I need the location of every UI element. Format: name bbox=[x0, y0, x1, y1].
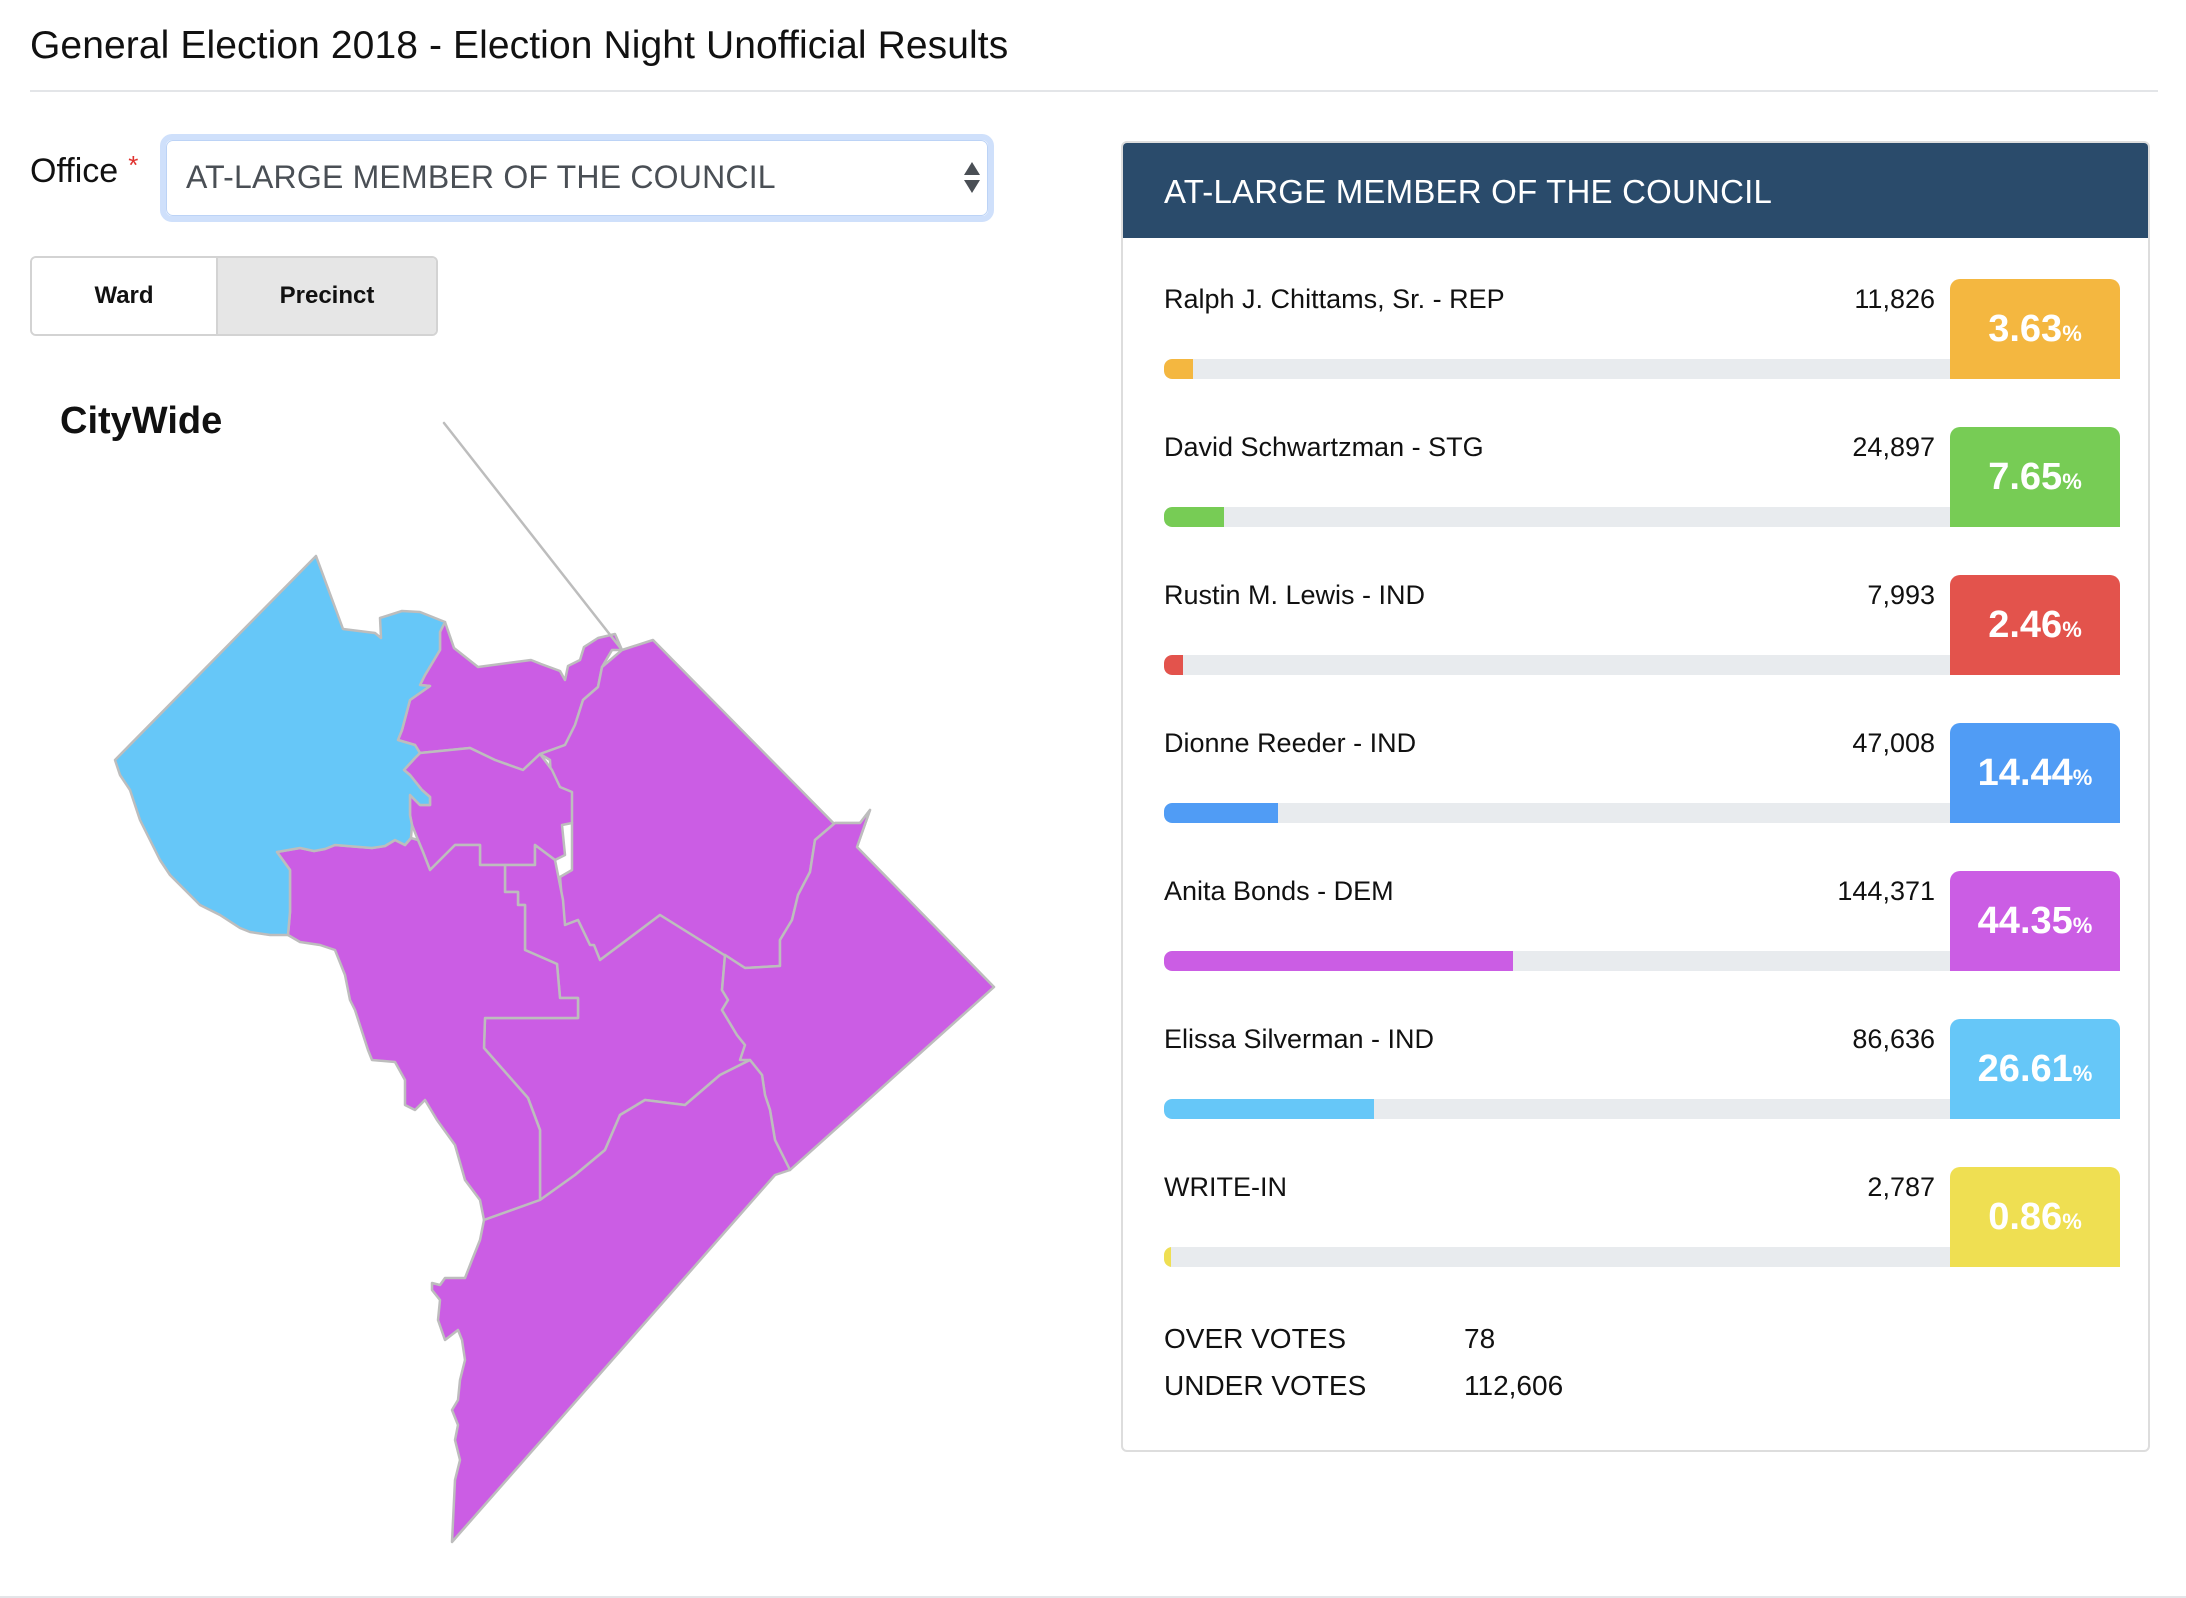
vote-share-bar-fill bbox=[1164, 803, 1278, 823]
results-panel-header: AT-LARGE MEMBER OF THE COUNCIL bbox=[1123, 143, 2148, 238]
percent-badge: 0.86% bbox=[1950, 1167, 2120, 1267]
percent-sign: % bbox=[2062, 617, 2082, 642]
candidate-row: Elissa Silverman - IND 86,636 26.61% bbox=[1164, 1019, 2124, 1119]
candidate-row: Rustin M. Lewis - IND 7,993 2.46% bbox=[1164, 575, 2124, 675]
title-divider bbox=[30, 90, 2158, 92]
candidate-name: Dionne Reeder - IND bbox=[1164, 728, 1417, 758]
select-updown-arrows-icon bbox=[964, 162, 980, 198]
candidate-row: Dionne Reeder - IND 47,008 14.44% bbox=[1164, 723, 2124, 823]
vote-share-bar-track bbox=[1164, 1099, 1952, 1119]
map-ward-1[interactable] bbox=[402, 746, 574, 872]
office-label-text: Office bbox=[30, 152, 119, 190]
candidate-row: Anita Bonds - DEM 144,371 44.35% bbox=[1164, 871, 2124, 971]
vote-share-bar-fill bbox=[1164, 1099, 1374, 1119]
percent-sign: % bbox=[2062, 321, 2082, 346]
vote-share-bar-track bbox=[1164, 655, 1952, 675]
office-select[interactable]: AT-LARGE MEMBER OF THE COUNCIL bbox=[160, 134, 994, 222]
arrow-up-icon bbox=[964, 162, 980, 175]
arrow-down-icon bbox=[964, 180, 980, 193]
percent-value: 0.86 bbox=[1988, 1195, 2063, 1238]
map-ward-3[interactable] bbox=[113, 554, 447, 937]
candidate-votes: 86,636 bbox=[1852, 1024, 1935, 1054]
percent-value: 44.35 bbox=[1977, 899, 2073, 942]
percent-badge: 2.46% bbox=[1950, 575, 2120, 675]
candidate-name: David Schwartzman - STG bbox=[1164, 432, 1484, 462]
percent-sign: % bbox=[2072, 1061, 2093, 1086]
percent-value: 2.46 bbox=[1988, 603, 2063, 646]
percent-value: 3.63 bbox=[1988, 307, 2063, 350]
percent-sign: % bbox=[2072, 765, 2093, 790]
over-votes-value: 78 bbox=[1464, 1323, 1496, 1354]
over-votes-label: OVER VOTES bbox=[1164, 1323, 1347, 1354]
percent-badge: 44.35% bbox=[1950, 871, 2120, 971]
vote-share-bar-fill bbox=[1164, 507, 1225, 527]
percent-badge: 3.63% bbox=[1950, 279, 2120, 379]
percent-value: 14.44 bbox=[1977, 751, 2073, 794]
percent-sign: % bbox=[2062, 1209, 2082, 1234]
office-label: Office * bbox=[30, 150, 139, 191]
candidate-name: Ralph J. Chittams, Sr. - REP bbox=[1164, 284, 1505, 314]
vote-share-bar-fill bbox=[1164, 655, 1184, 675]
page-title: General Election 2018 - Election Night U… bbox=[30, 24, 1009, 67]
vote-share-bar-track bbox=[1164, 803, 1952, 823]
vote-share-bar-track bbox=[1164, 1247, 1952, 1267]
ward-button[interactable]: Ward bbox=[32, 258, 218, 334]
percent-badge: 26.61% bbox=[1950, 1019, 2120, 1119]
candidate-votes: 144,371 bbox=[1837, 876, 1935, 906]
candidate-name: Anita Bonds - DEM bbox=[1164, 876, 1394, 906]
ward-precinct-toggle: Ward Precinct bbox=[30, 256, 438, 336]
candidate-votes: 11,826 bbox=[1854, 284, 1935, 314]
map-title: CityWide bbox=[60, 400, 223, 442]
precinct-button[interactable]: Precinct bbox=[218, 258, 436, 334]
percent-badge: 7.65% bbox=[1950, 427, 2120, 527]
results-panel: AT-LARGE MEMBER OF THE COUNCIL Ralph J. … bbox=[1121, 141, 2150, 1452]
footer-divider bbox=[0, 1596, 2186, 1598]
office-select-inner-border bbox=[166, 140, 988, 216]
vote-share-bar-fill bbox=[1164, 1247, 1171, 1267]
candidate-row: David Schwartzman - STG 24,897 7.65% bbox=[1164, 427, 2124, 527]
candidate-name: Elissa Silverman - IND bbox=[1164, 1024, 1435, 1054]
vote-share-bar-track bbox=[1164, 507, 1952, 527]
under-votes-label: UNDER VOTES bbox=[1164, 1370, 1367, 1401]
vote-share-bar-fill bbox=[1164, 359, 1193, 379]
percent-value: 26.61 bbox=[1977, 1047, 2073, 1090]
under-votes-value: 112,606 bbox=[1464, 1370, 1564, 1401]
candidate-name: WRITE-IN bbox=[1164, 1172, 1287, 1202]
required-marker: * bbox=[128, 150, 139, 180]
candidate-name: Rustin M. Lewis - IND bbox=[1164, 580, 1426, 610]
map-ward-8[interactable] bbox=[430, 1058, 792, 1544]
results-office-title: AT-LARGE MEMBER OF THE COUNCIL bbox=[1164, 173, 1773, 210]
candidate-row: WRITE-IN 2,787 0.86% bbox=[1164, 1167, 2124, 1267]
candidate-row: Ralph J. Chittams, Sr. - REP 11,826 3.63… bbox=[1164, 279, 2124, 379]
percent-value: 7.65 bbox=[1988, 455, 2063, 498]
candidate-votes: 7,993 bbox=[1867, 580, 1935, 610]
candidate-votes: 24,897 bbox=[1852, 432, 1935, 462]
vote-share-bar-track bbox=[1164, 359, 1952, 379]
candidate-votes: 2,787 bbox=[1867, 1172, 1935, 1202]
candidate-votes: 47,008 bbox=[1852, 728, 1935, 758]
vote-share-bar-fill bbox=[1164, 951, 1514, 971]
citywide-map bbox=[113, 421, 996, 1544]
percent-sign: % bbox=[2062, 469, 2082, 494]
percent-sign: % bbox=[2072, 913, 2093, 938]
percent-badge: 14.44% bbox=[1950, 723, 2120, 823]
office-select-value: AT-LARGE MEMBER OF THE COUNCIL bbox=[186, 159, 776, 195]
vote-share-bar-track bbox=[1164, 951, 1952, 971]
